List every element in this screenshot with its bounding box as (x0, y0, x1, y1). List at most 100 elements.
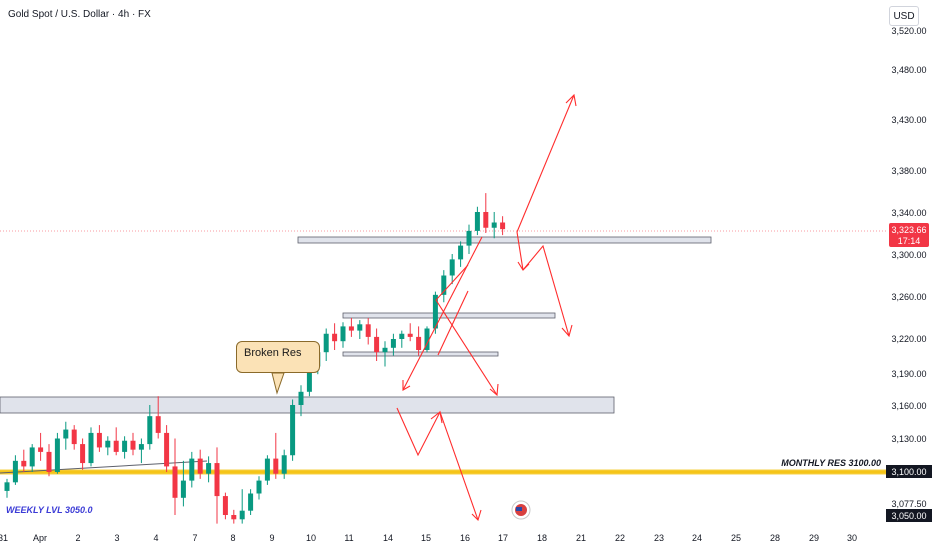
highlight-price-tag-2: 3,050.00 (886, 509, 932, 522)
candle (390, 333, 396, 356)
candle (231, 509, 237, 524)
arrow-retest (402, 236, 483, 391)
candle (248, 489, 254, 515)
price-tick-label: 3,340.00 (891, 208, 926, 218)
candle (399, 330, 405, 348)
candle (206, 456, 212, 483)
candle (29, 444, 35, 472)
arrow-mid-2 (437, 290, 469, 356)
candle (189, 451, 195, 488)
candle (491, 212, 497, 239)
candle (130, 432, 136, 456)
arrow-down-2 (522, 244, 570, 337)
time-tick-label: 30 (847, 533, 857, 543)
time-tick-label: 2 (75, 533, 80, 543)
current-price-tag: 3,323.66 17:14 (889, 223, 929, 247)
time-tick-label: 9 (269, 533, 274, 543)
candle (357, 320, 363, 339)
candle (180, 460, 186, 507)
time-tick-label: 8 (230, 533, 235, 543)
trend-line (0, 460, 208, 474)
monthly-res-level (0, 469, 886, 475)
candle (348, 318, 354, 337)
candle (96, 425, 102, 452)
symbol-title: Gold Spot / U.S. Dollar · 4h · FX (8, 9, 151, 20)
time-tick-label: 7 (192, 533, 197, 543)
arrow-up-target (516, 94, 575, 233)
candle (122, 436, 128, 459)
candle (138, 438, 144, 464)
price-tick-label: 3,380.00 (891, 166, 926, 176)
time-tick-label: 29 (809, 533, 819, 543)
time-tick-label: 11 (344, 533, 353, 543)
monthly-res-label: MONTHLY RES 3100.00 (781, 458, 881, 468)
price-tick-label: 3,160.00 (891, 401, 926, 411)
candle (281, 449, 287, 479)
price-tick-label: 3,300.00 (891, 250, 926, 260)
price-tick-label: 3,077.50 (891, 499, 926, 509)
time-tick-label: 14 (383, 533, 393, 543)
candle (332, 323, 338, 350)
time-tick-label: 15 (421, 533, 431, 543)
time-axis[interactable]: 31 Apr 2 3 4 7 8 9 10 11 14 15 16 17 18 21 22 23 24 25 28 29 3… (0, 533, 857, 543)
callout-pointer (271, 372, 285, 395)
candle (222, 492, 228, 520)
time-tick-label: 25 (731, 533, 741, 543)
candle (197, 449, 203, 479)
candle (214, 447, 220, 524)
candle (458, 241, 464, 267)
candle (500, 216, 506, 236)
candle (441, 270, 447, 303)
support-resistance-zones (0, 236, 712, 414)
candle (164, 425, 170, 472)
candle (71, 425, 77, 450)
candle (113, 427, 119, 456)
candle (46, 444, 52, 477)
price-tick-label: 3,220.00 (891, 334, 926, 344)
time-tick-label: 23 (654, 533, 664, 543)
candle (290, 399, 296, 461)
candle (80, 438, 86, 470)
currency-button[interactable]: USD (889, 6, 919, 26)
time-tick-label: 16 (460, 533, 470, 543)
candle (340, 322, 346, 348)
candle (273, 432, 279, 479)
price-tick-label: 3,430.00 (891, 115, 926, 125)
candle (63, 421, 69, 450)
time-tick-label: 4 (153, 533, 158, 543)
news-event-icon[interactable] (511, 500, 531, 520)
time-tick-label: Apr (33, 533, 47, 543)
candle (256, 476, 262, 500)
arrow-down-1 (516, 231, 524, 271)
candle (416, 326, 422, 356)
candle (323, 328, 329, 361)
candles (4, 193, 506, 524)
candle (12, 455, 18, 485)
candle (483, 193, 489, 233)
current-price-text: 3,323.66 (891, 225, 926, 235)
time-tick-label: 28 (770, 533, 780, 543)
candle (88, 427, 94, 467)
price-axis[interactable]: 3,520.00 3,480.00 3,430.00 3,380.00 3,340.00… (891, 26, 926, 521)
candle (466, 224, 472, 254)
candle (38, 432, 44, 461)
candle (424, 326, 430, 353)
projection-arrows (396, 93, 577, 522)
svg-text:3,050.00: 3,050.00 (891, 511, 926, 521)
candle (54, 432, 60, 474)
time-tick-label: 24 (692, 533, 702, 543)
candle (298, 385, 304, 417)
highlight-price-tag-1: 3,100.00 (886, 465, 932, 478)
candle (374, 328, 380, 361)
price-tick-label: 3,520.00 (891, 26, 926, 36)
broken-res-zone (0, 396, 615, 414)
time-tick-label: 3 (114, 533, 119, 543)
time-tick-label: 10 (306, 533, 316, 543)
candle (239, 489, 245, 524)
weekly-lvl-label: WEEKLY LVL 3050.0 (6, 505, 93, 515)
arrow-deep (396, 407, 479, 521)
time-tick-label: 22 (615, 533, 625, 543)
candle (21, 449, 27, 472)
candle (449, 254, 455, 285)
